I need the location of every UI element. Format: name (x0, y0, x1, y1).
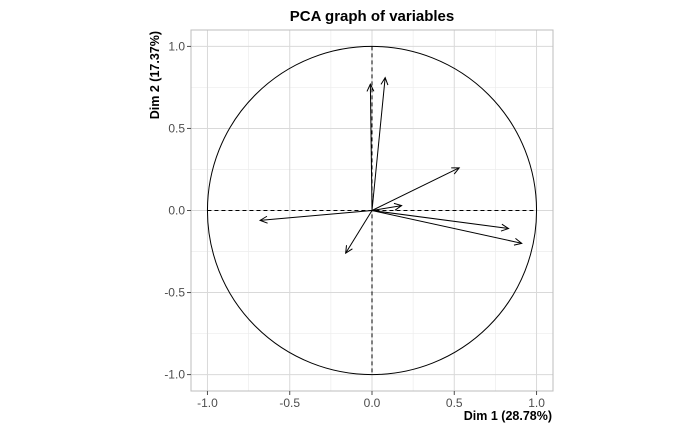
arrow-shaft (345, 210, 373, 254)
arrow-shaft (260, 210, 373, 221)
variable-arrow (345, 210, 373, 255)
y-axis-label: Dim 2 (17.37%) (148, 31, 162, 119)
variable-arrow (371, 167, 461, 211)
arrow-head (258, 215, 268, 224)
arrow-head (393, 202, 403, 211)
variable-arrow (371, 210, 523, 246)
variable-arrow (258, 210, 373, 224)
x-tick-label: 1.0 (528, 396, 545, 410)
variable-arrows (258, 76, 523, 255)
variable-arrow (371, 76, 389, 211)
y-tick-label: 0.5 (168, 121, 185, 135)
variable-arrow (371, 202, 403, 211)
x-tick-label: 0.0 (364, 396, 381, 410)
correlation-circle-layer (206, 45, 538, 376)
arrow-head (366, 82, 375, 92)
arrow-shaft (371, 210, 522, 244)
arrow-head (380, 76, 389, 86)
x-axis-label: Dim 1 (28.78%) (464, 409, 552, 423)
arrow-head (513, 237, 523, 246)
arrow-head (500, 223, 510, 232)
variable-arrow (366, 82, 375, 211)
y-tick-label: 0.0 (168, 204, 185, 218)
x-tick-label: -1.0 (197, 396, 218, 410)
variable-arrow (371, 210, 510, 232)
arrow-shaft (369, 84, 373, 211)
correlation-circle (206, 45, 538, 376)
arrow-head (345, 245, 353, 255)
y-tick-label: 1.0 (168, 39, 185, 53)
arrow-shaft (371, 210, 509, 230)
y-axis-ticks: -1.0 -0.5 0.0 0.5 1.0 (164, 39, 191, 382)
arrow-shaft (371, 77, 386, 211)
x-tick-label: 0.5 (446, 396, 463, 410)
chart-title: PCA graph of variables (290, 8, 455, 25)
x-tick-label: -0.5 (279, 396, 300, 410)
arrow-shaft (371, 205, 402, 211)
x-axis-ticks: -1.0 -0.5 0.0 0.5 1.0 (197, 391, 545, 410)
arrow-head (451, 167, 461, 175)
arrow-shaft (371, 167, 460, 211)
y-tick-label: -1.0 (164, 368, 185, 382)
y-tick-label: -0.5 (164, 286, 185, 300)
